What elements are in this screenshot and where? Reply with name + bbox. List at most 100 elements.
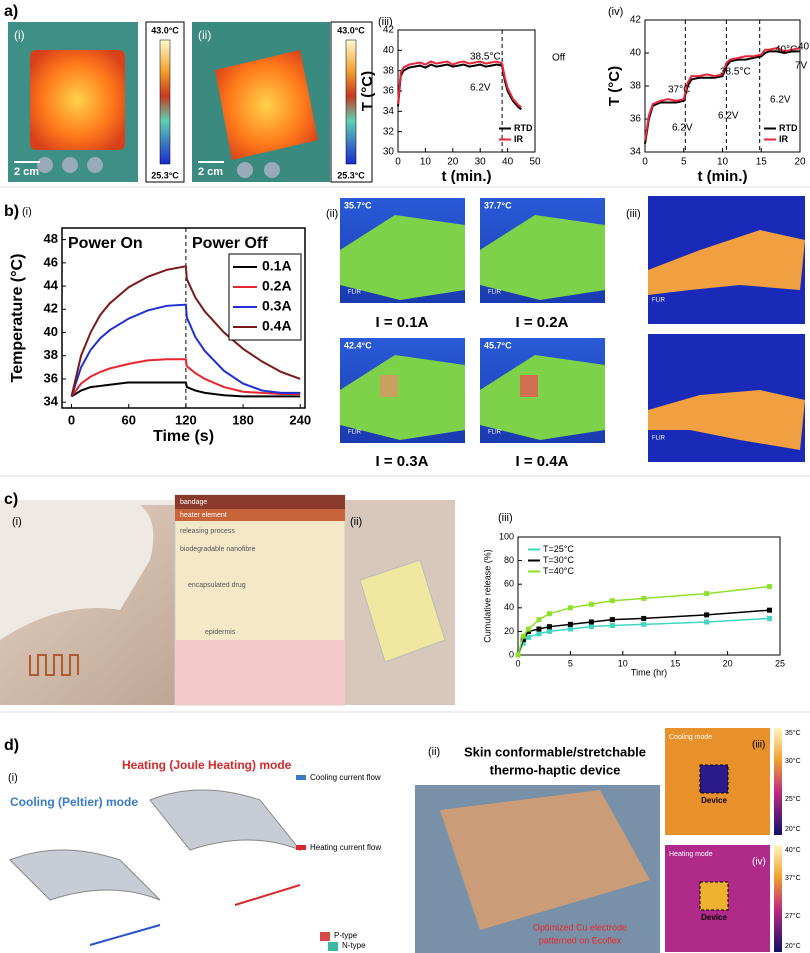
data-point bbox=[536, 626, 542, 632]
watermark: FLIR bbox=[348, 290, 362, 296]
watermark: FLIR bbox=[652, 436, 666, 442]
y-tick-label: 32 bbox=[383, 126, 395, 137]
heater-spot bbox=[520, 375, 538, 397]
annotation: Power Off bbox=[192, 235, 268, 252]
scale-label: 40°C bbox=[785, 846, 801, 854]
x-tick-label: 10 bbox=[420, 157, 432, 168]
connector bbox=[237, 162, 253, 178]
data-point bbox=[567, 621, 573, 627]
y-tick-label: 38 bbox=[44, 347, 58, 362]
legend-label: T=40°C bbox=[543, 566, 574, 576]
x-tick-label: 5 bbox=[568, 658, 573, 668]
connector bbox=[37, 157, 53, 173]
x-tick-label: 10 bbox=[717, 157, 729, 168]
annotation: Off bbox=[552, 53, 565, 64]
watermark: FLIR bbox=[652, 298, 666, 304]
layer-label: bandage bbox=[180, 499, 207, 506]
annotation: 40°C bbox=[798, 42, 810, 53]
data-point bbox=[767, 615, 773, 621]
x-tick-label: 20 bbox=[447, 157, 459, 168]
series-line bbox=[70, 265, 301, 397]
data-point bbox=[609, 617, 615, 623]
data-point bbox=[536, 617, 542, 623]
heater-spot bbox=[380, 375, 398, 397]
annotation: 37°C bbox=[668, 85, 690, 96]
arm bbox=[648, 390, 805, 450]
panel-label: (iii) bbox=[752, 740, 765, 751]
y-tick-label: 42 bbox=[44, 301, 58, 316]
data-point bbox=[704, 612, 710, 618]
scale-label: 20°C bbox=[785, 825, 801, 833]
plot-frame bbox=[61, 227, 306, 409]
arm bbox=[648, 230, 805, 295]
colorbar-label: 43.0°C bbox=[151, 25, 179, 35]
x-tick-label: 10 bbox=[618, 658, 628, 668]
y-tick-label: 20 bbox=[504, 626, 514, 636]
temperature: 42.4°C bbox=[344, 340, 372, 350]
panel-letter: d) bbox=[4, 737, 19, 754]
x-tick-label: 25 bbox=[775, 658, 785, 668]
hand bbox=[340, 215, 465, 300]
electrode-note: patterned on Ecoflex bbox=[539, 935, 622, 945]
heater-pattern bbox=[29, 654, 79, 676]
x-axis-label: Time (hr) bbox=[631, 667, 667, 677]
temperature: 35.7°C bbox=[344, 200, 372, 210]
heating-flow-key bbox=[296, 845, 306, 850]
y-axis-label: Temperature (°C) bbox=[9, 254, 26, 383]
panel-b-images bbox=[340, 196, 805, 462]
device-title: Skin conformable/stretchable bbox=[464, 744, 646, 759]
x-tick-label: 15 bbox=[756, 157, 768, 168]
current-label: I = 0.4A bbox=[516, 453, 569, 470]
legend-label: IR bbox=[514, 134, 524, 144]
colorbar-label: 25.3°C bbox=[337, 170, 365, 180]
flow-label: Cooling current flow bbox=[310, 773, 381, 782]
patch bbox=[359, 559, 446, 663]
x-tick-label: 5 bbox=[681, 157, 687, 168]
y-tick-label: 100 bbox=[499, 531, 514, 541]
panel-label: (iii) bbox=[498, 512, 513, 524]
data-point bbox=[641, 595, 647, 601]
current-label: I = 0.1A bbox=[376, 314, 429, 331]
legend-frame bbox=[228, 253, 302, 341]
data-point bbox=[536, 631, 542, 637]
data-point bbox=[609, 623, 615, 628]
y-axis-label: T (°C) bbox=[359, 71, 376, 111]
device bbox=[440, 790, 650, 930]
data-point bbox=[546, 624, 552, 630]
colorbar bbox=[159, 39, 171, 165]
connector bbox=[62, 157, 78, 173]
scale-label: 2 cm bbox=[14, 166, 39, 178]
annotation: 6.2V bbox=[672, 123, 693, 134]
y-tick-label: 38 bbox=[383, 65, 395, 76]
legend-label: 0.1A bbox=[262, 258, 292, 274]
legend-label: RTD bbox=[779, 123, 798, 133]
y-tick-label: 36 bbox=[383, 86, 395, 97]
x-axis-label: t (min.) bbox=[698, 168, 748, 185]
panel-letter: c) bbox=[4, 491, 18, 508]
annotation: 6.2V bbox=[770, 95, 791, 106]
legend-label: 0.4A bbox=[262, 318, 292, 334]
panel-a-images bbox=[8, 21, 373, 183]
current-label: I = 0.3A bbox=[376, 453, 429, 470]
panel-label: (ii) bbox=[326, 208, 338, 220]
heating-sheet bbox=[149, 789, 302, 852]
type-label: N-type bbox=[342, 941, 366, 950]
scale-label: 27°C bbox=[785, 912, 801, 920]
x-tick-label: 180 bbox=[232, 412, 254, 427]
plot-frame bbox=[517, 536, 781, 656]
series-line bbox=[71, 381, 301, 398]
scale-label: 25°C bbox=[785, 795, 801, 803]
x-tick-label: 0 bbox=[515, 658, 520, 668]
y-tick-label: 36 bbox=[44, 370, 58, 385]
panel-label: (iv) bbox=[608, 6, 623, 18]
legend-label: T=25°C bbox=[543, 544, 574, 554]
device-box bbox=[699, 881, 729, 911]
x-tick-label: 0 bbox=[68, 412, 75, 427]
panel-label: (i) bbox=[12, 516, 22, 528]
x-axis-label: Time (s) bbox=[153, 428, 214, 445]
y-tick-label: 38 bbox=[630, 81, 642, 92]
scale-label: 20°C bbox=[785, 942, 801, 950]
device-box bbox=[699, 764, 729, 794]
series-line bbox=[644, 47, 801, 141]
hand bbox=[480, 215, 605, 300]
